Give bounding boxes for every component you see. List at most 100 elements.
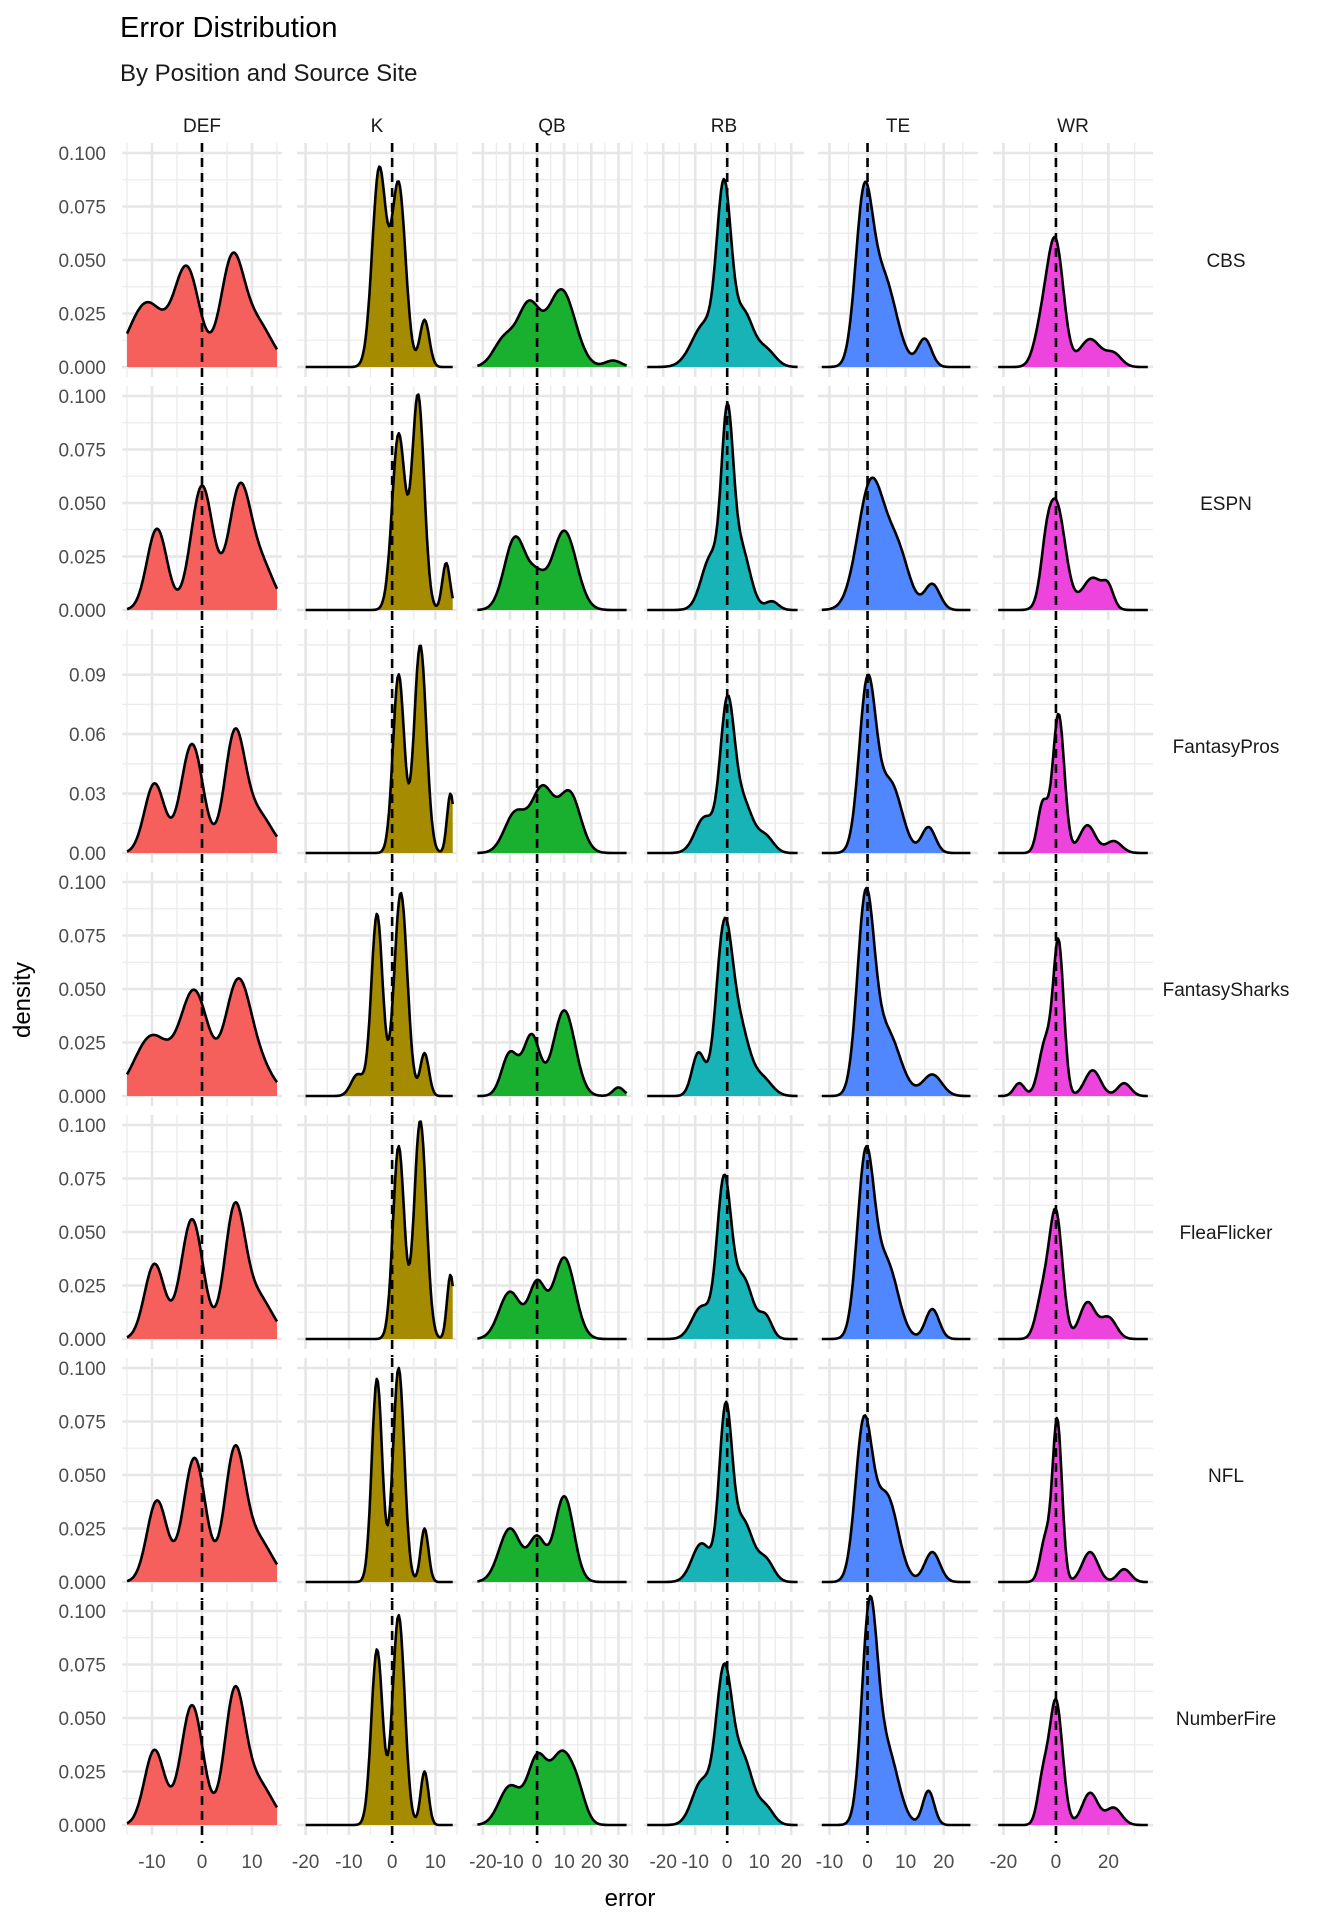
- panel-espn-def: [122, 386, 282, 628]
- chart-title: Error Distribution: [120, 12, 338, 44]
- density-line-qb: [477, 783, 627, 855]
- density-area-k: [305, 166, 453, 367]
- y-tick-label: 0.025: [58, 548, 106, 569]
- density-line-k: [305, 1120, 454, 1341]
- y-tick-label: 0.075: [58, 927, 106, 948]
- panel-nfl-qb: [472, 1358, 633, 1600]
- density-area-wr: [998, 498, 1148, 610]
- density-line-def: [126, 481, 279, 611]
- density-line-rb: [647, 401, 798, 612]
- strip-row-fantasypros: FantasyPros: [1173, 737, 1280, 758]
- density-line-rb: [647, 694, 798, 855]
- strip-col-qb: QB: [538, 116, 565, 137]
- panel-numberfire-rb: -20 -10 0 10 20: [644, 1601, 804, 1873]
- y-tick-label: 0.000: [58, 1087, 106, 1108]
- density-line-k: [305, 393, 454, 612]
- density-line-rb: [647, 916, 798, 1098]
- density-area-wr: [998, 1418, 1148, 1582]
- density-line-qb: [477, 529, 627, 612]
- panel-fleaflicker-rb: [644, 1115, 804, 1357]
- density-line-wr: [998, 937, 1148, 1098]
- density-line-qb: [477, 1495, 627, 1584]
- panel-cbs-def: [122, 143, 282, 385]
- x-axis-title: error: [605, 1885, 656, 1912]
- density-line-qb: [477, 1009, 628, 1098]
- y-tick-label: 0.075: [58, 1170, 106, 1191]
- x-tick-label: 10: [749, 1852, 770, 1873]
- x-tick-label: 20: [581, 1852, 602, 1873]
- panel-fantasypros-te: [818, 629, 978, 871]
- panel-fleaflicker-def: [122, 1115, 282, 1357]
- x-tick-label: 0: [1051, 1852, 1062, 1873]
- density-line-def: [125, 977, 279, 1083]
- panel-fantasysharks-def: [122, 872, 282, 1114]
- x-tick-label: 0: [862, 1852, 873, 1873]
- density-area-qb: [477, 1257, 627, 1339]
- density-line-qb: [477, 288, 627, 368]
- density-line-qb: [477, 1256, 627, 1341]
- panel-fantasypros-rb: [644, 629, 804, 871]
- x-tick-label: -10: [496, 1852, 523, 1873]
- y-tick-label: 0.050: [58, 980, 106, 1001]
- x-tick-label: -10: [816, 1852, 843, 1873]
- density-line-wr: [998, 497, 1148, 612]
- y-tick-label: 0.075: [58, 441, 106, 462]
- density-line-te: [821, 1594, 971, 1827]
- density-area-def: [127, 728, 277, 853]
- x-tick-label: 20: [933, 1852, 954, 1873]
- density-area-k: [305, 1615, 453, 1825]
- y-tick-label: 0.050: [58, 1466, 106, 1487]
- panel-fleaflicker-te: [818, 1115, 978, 1357]
- panel-fantasypros-def: [122, 629, 282, 871]
- panel-numberfire-def: -10 0 10: [122, 1601, 282, 1873]
- panel-numberfire-qb: -20 -10 0 10 20 30: [469, 1601, 633, 1873]
- panels-group: DEF K QB RB TE WR CBS ESPN FantasyPros FantasySha…: [58, 116, 1289, 1873]
- panel-fantasysharks-qb: [472, 872, 633, 1114]
- density-area-te: [821, 181, 971, 367]
- panel-fantasysharks-rb: [644, 872, 804, 1114]
- x-tick-label: 10: [554, 1852, 575, 1873]
- x-tick-label: -20: [292, 1852, 319, 1873]
- panel-nfl-rb: [644, 1358, 804, 1600]
- panel-nfl-te: [818, 1358, 978, 1600]
- density-line-rb: [647, 177, 798, 369]
- panel-espn-qb: [472, 386, 633, 628]
- density-area-rb: [647, 1401, 798, 1582]
- density-line-k: [305, 644, 454, 855]
- density-line-te: [821, 673, 971, 855]
- density-area-k: [305, 893, 453, 1096]
- density-area-def: [127, 252, 277, 367]
- density-line-wr: [998, 1697, 1148, 1827]
- x-tick-label: -10: [138, 1852, 165, 1873]
- panel-fantasysharks-wr: [993, 872, 1153, 1114]
- x-tick-label: 10: [895, 1852, 916, 1873]
- density-line-k: [305, 1366, 453, 1584]
- density-area-qb: [477, 1750, 627, 1825]
- density-line-k: [305, 1613, 453, 1827]
- panel-nfl-def: [122, 1358, 282, 1600]
- panel-fantasysharks-k: [297, 872, 458, 1114]
- density-line-rb: [647, 1662, 798, 1827]
- y-tick-label: 0.100: [58, 1602, 106, 1623]
- panel-espn-wr: [993, 386, 1153, 628]
- panel-numberfire-wr: -20 0 20: [990, 1601, 1153, 1873]
- x-tick-label: 0: [197, 1852, 208, 1873]
- x-tick-label: 0: [532, 1852, 543, 1873]
- panel-cbs-wr: [993, 143, 1153, 385]
- density-area-te: [821, 888, 971, 1096]
- y-tick-label: 0.06: [69, 725, 106, 746]
- strip-row-nfl: NFL: [1208, 1466, 1244, 1487]
- density-line-te: [821, 180, 971, 369]
- density-area-wr: [998, 1208, 1148, 1339]
- y-tick-label: 0.100: [58, 144, 106, 165]
- y-tick-label: 0.100: [58, 1116, 106, 1137]
- density-area-te: [821, 1596, 971, 1825]
- x-tick-label: -20: [649, 1852, 676, 1873]
- x-tick-label: 10: [425, 1852, 446, 1873]
- density-line-wr: [998, 1416, 1148, 1584]
- density-line-te: [821, 1145, 971, 1341]
- strip-col-def: DEF: [183, 116, 221, 137]
- density-area-qb: [477, 785, 627, 853]
- panel-fantasypros-wr: [993, 629, 1153, 871]
